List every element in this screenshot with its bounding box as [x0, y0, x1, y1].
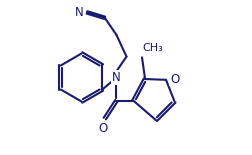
- Text: O: O: [169, 73, 178, 86]
- Text: CH₃: CH₃: [142, 43, 163, 53]
- Text: N: N: [75, 6, 84, 19]
- Text: O: O: [98, 122, 107, 135]
- Text: N: N: [112, 71, 120, 84]
